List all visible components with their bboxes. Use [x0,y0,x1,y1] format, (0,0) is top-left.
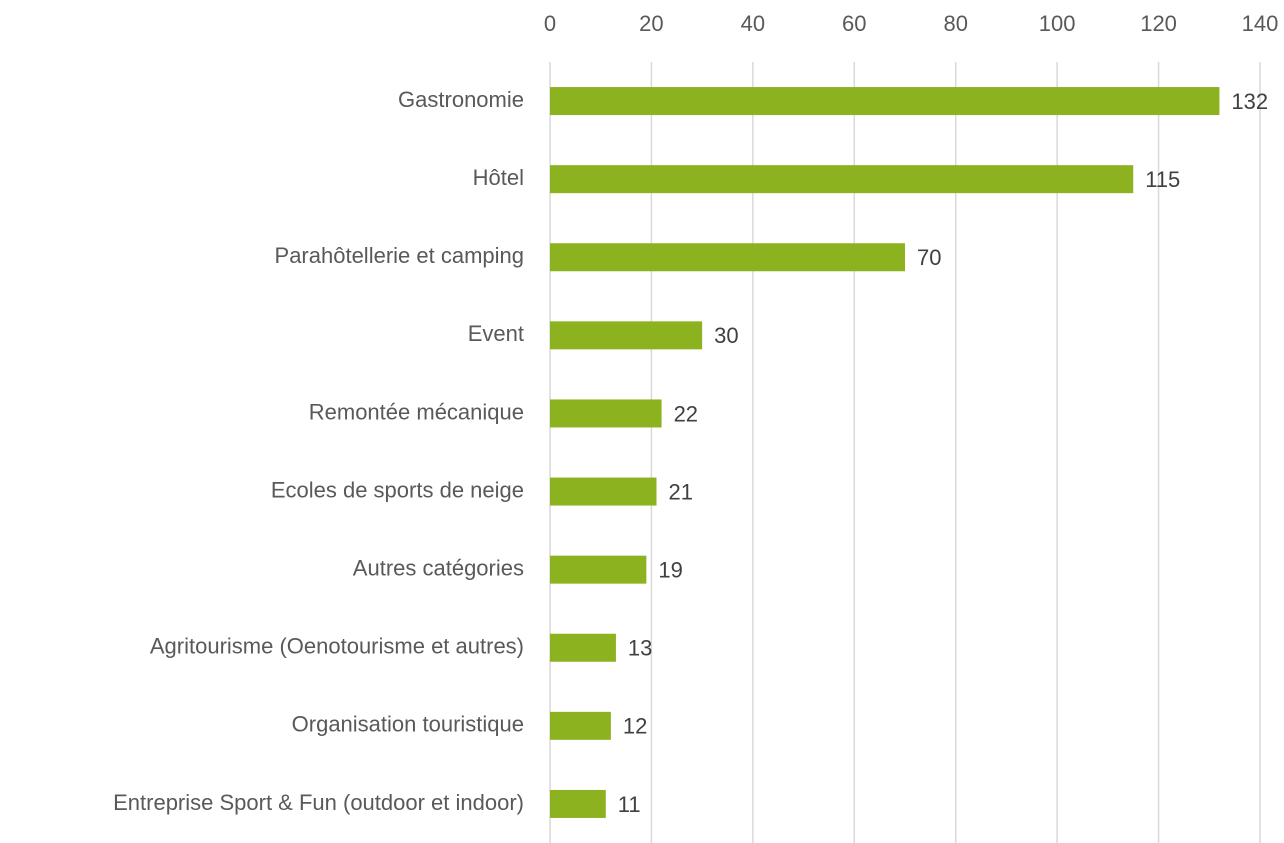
x-tick-label: 100 [1039,11,1076,36]
bar [550,165,1134,194]
x-tick-label: 40 [741,11,765,36]
value-label: 115 [1145,167,1180,192]
y-tick-label: Parahôtellerie et camping [275,243,524,268]
y-tick-label: Autres catégories [353,555,524,580]
bar [550,477,657,506]
value-label: 30 [714,323,738,348]
bar [550,399,662,428]
y-tick-label: Hôtel [473,165,524,190]
y-tick-label: Event [468,321,524,346]
y-tick-label: Remontée mécanique [309,399,524,424]
y-tick-label: Organisation touristique [292,712,524,737]
y-tick-label: Entreprise Sport & Fun (outdoor et indoo… [113,790,524,815]
y-tick-label: Gastronomie [398,87,524,112]
y-tick-label: Agritourisme (Oenotourisme et autres) [150,634,524,659]
bar [550,711,611,740]
y-tick-label: Ecoles de sports de neige [271,477,524,502]
bar [550,555,647,584]
x-tick-label: 0 [544,11,556,36]
value-label: 70 [917,245,941,270]
bar [550,789,606,818]
value-label: 21 [669,479,693,504]
x-tick-label: 20 [639,11,663,36]
value-label: 11 [618,792,641,817]
value-label: 12 [623,714,647,739]
value-label: 132 [1231,89,1268,114]
bar [550,321,703,350]
value-label: 22 [674,401,698,426]
x-tick-label: 120 [1140,11,1177,36]
bar [550,633,616,662]
x-tick-label: 80 [943,11,967,36]
value-label: 13 [628,636,652,661]
x-tick-label: 60 [842,11,866,36]
bar [550,243,905,272]
value-label: 19 [658,557,682,582]
x-tick-label: 140 [1242,11,1279,36]
bar [550,87,1220,116]
